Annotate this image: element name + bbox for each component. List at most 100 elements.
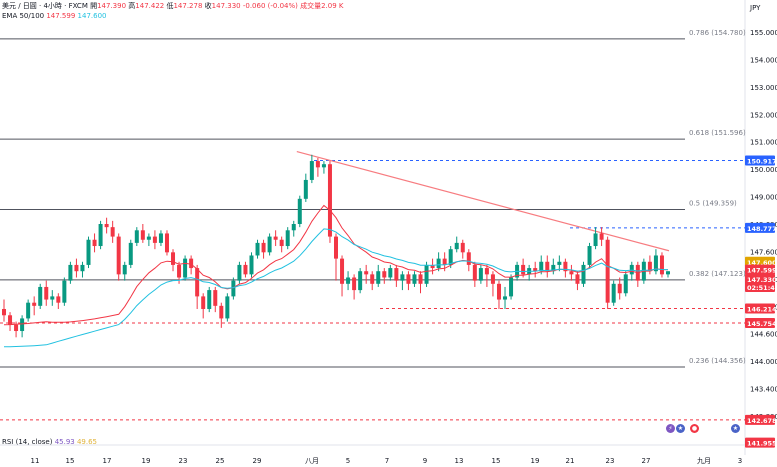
- candle-body: [279, 239, 284, 247]
- price-tick-label: 155.000: [750, 29, 777, 37]
- price-tag[interactable]: [745, 303, 775, 314]
- time-tick-label: 15: [66, 457, 75, 465]
- price-tag[interactable]: [745, 222, 775, 233]
- candle-body: [521, 264, 526, 275]
- price-tag[interactable]: [745, 274, 775, 285]
- candle-body: [327, 164, 332, 237]
- price-tick-label: 150.000: [750, 166, 777, 174]
- candle-body: [581, 264, 586, 284]
- time-tick-label: 21: [566, 457, 575, 465]
- candle-body: [50, 296, 55, 300]
- candle-body: [388, 268, 393, 278]
- open-label: 開: [90, 2, 98, 10]
- candle-body: [92, 239, 97, 247]
- candle-body: [8, 315, 13, 325]
- candle-body: [334, 236, 338, 259]
- candle-body: [551, 264, 556, 272]
- candle-body: [303, 179, 308, 199]
- candle-body: [346, 277, 351, 284]
- price-tag[interactable]: [745, 414, 775, 425]
- candle-body: [74, 264, 79, 272]
- candle-body: [364, 271, 369, 275]
- candle-body: [370, 274, 375, 284]
- candle-body: [231, 280, 236, 297]
- candle-body: [454, 242, 459, 250]
- ema100-value: 147.600: [77, 12, 107, 20]
- candle-body: [539, 261, 544, 272]
- price-tick-label: 153.000: [750, 84, 777, 92]
- fib-level-label: 0.618 (151.596): [689, 129, 746, 137]
- candle-body: [533, 268, 538, 272]
- symbol-name[interactable]: 美元 / 日圓 · 4小時 · FXCM: [2, 2, 88, 10]
- fib-level-label: 0.786 (154.780): [689, 29, 746, 37]
- time-tick-label: 11: [31, 457, 40, 465]
- candle-body: [14, 324, 19, 332]
- candle-body: [291, 224, 296, 231]
- price-tick-label: 149.000: [750, 194, 777, 202]
- candle-body: [20, 318, 25, 332]
- candle-body: [412, 274, 417, 284]
- candle-body: [418, 274, 423, 284]
- price-tag[interactable]: [745, 281, 775, 292]
- candle-body: [406, 274, 411, 284]
- candle-body: [569, 271, 574, 275]
- candle-body: [267, 236, 272, 253]
- price-tag[interactable]: [745, 318, 775, 329]
- event-jp-flag-icon[interactable]: ●: [690, 424, 699, 433]
- candle-body: [647, 261, 652, 272]
- fib-level-label: 0.236 (144.356): [689, 357, 746, 365]
- candle-body: [358, 271, 363, 291]
- candle-body: [315, 161, 320, 168]
- time-tick-label: 19: [142, 457, 151, 465]
- time-tick-label: 25: [216, 457, 225, 465]
- price-tag[interactable]: [745, 264, 775, 275]
- price-tick-label: 144.600: [750, 331, 777, 339]
- currency-label[interactable]: JPY: [750, 4, 761, 12]
- fib-level-label: 0.382 (147.123): [689, 270, 746, 278]
- time-tick-label: 3: [738, 457, 742, 465]
- candle-body: [490, 274, 495, 284]
- ema-legend[interactable]: EMA 50/100 147.599 147.600: [2, 12, 106, 21]
- event-us-flag-icon-2[interactable]: ★: [731, 424, 740, 433]
- ema-label: EMA 50/100: [2, 12, 45, 20]
- price-tag[interactable]: [745, 155, 775, 166]
- candle-body: [309, 161, 314, 180]
- rsi-value: 45.93: [54, 438, 75, 446]
- candle-body: [484, 268, 489, 275]
- candle-body: [249, 255, 254, 275]
- price-tag[interactable]: [745, 256, 775, 267]
- price-tag[interactable]: [745, 437, 775, 448]
- high-value: 147.422: [135, 2, 165, 10]
- candle-body: [2, 308, 6, 316]
- time-tick-label: 八月: [305, 457, 319, 465]
- candle-body: [207, 290, 212, 309]
- close-value: 147.330: [211, 2, 241, 10]
- price-tag-label: 148.777: [747, 225, 777, 233]
- candle-body: [104, 224, 109, 228]
- price-tag-label: 145.754: [747, 320, 777, 328]
- candle-body: [134, 230, 139, 243]
- candle-body: [243, 264, 248, 275]
- candle-body: [152, 236, 157, 243]
- close-label: 收: [204, 2, 212, 10]
- candle-body: [213, 290, 218, 306]
- candle-body: [38, 286, 43, 306]
- candle-body: [509, 277, 514, 297]
- event-us-flag-icon[interactable]: ★: [676, 424, 685, 433]
- candle-body: [496, 283, 501, 300]
- low-value: 147.278: [173, 2, 203, 10]
- candle-body: [382, 271, 387, 278]
- price-tag-label: 146.214: [747, 306, 777, 314]
- time-tick-label: 17: [103, 457, 112, 465]
- candle-body: [478, 268, 483, 281]
- fib-level-label: 0.5 (149.359): [689, 200, 737, 208]
- price-tick-label: 154.000: [750, 56, 777, 64]
- price-tag-label: 142.678: [747, 417, 777, 425]
- candle-body: [171, 252, 176, 265]
- event-lightning-icon[interactable]: ⚡: [666, 424, 675, 433]
- candle-body: [68, 264, 73, 281]
- candle-body: [557, 261, 562, 265]
- rsi-legend[interactable]: RSI (14, close) 45.93 49.65: [2, 438, 97, 446]
- price-tag-label: 150.917: [747, 158, 777, 166]
